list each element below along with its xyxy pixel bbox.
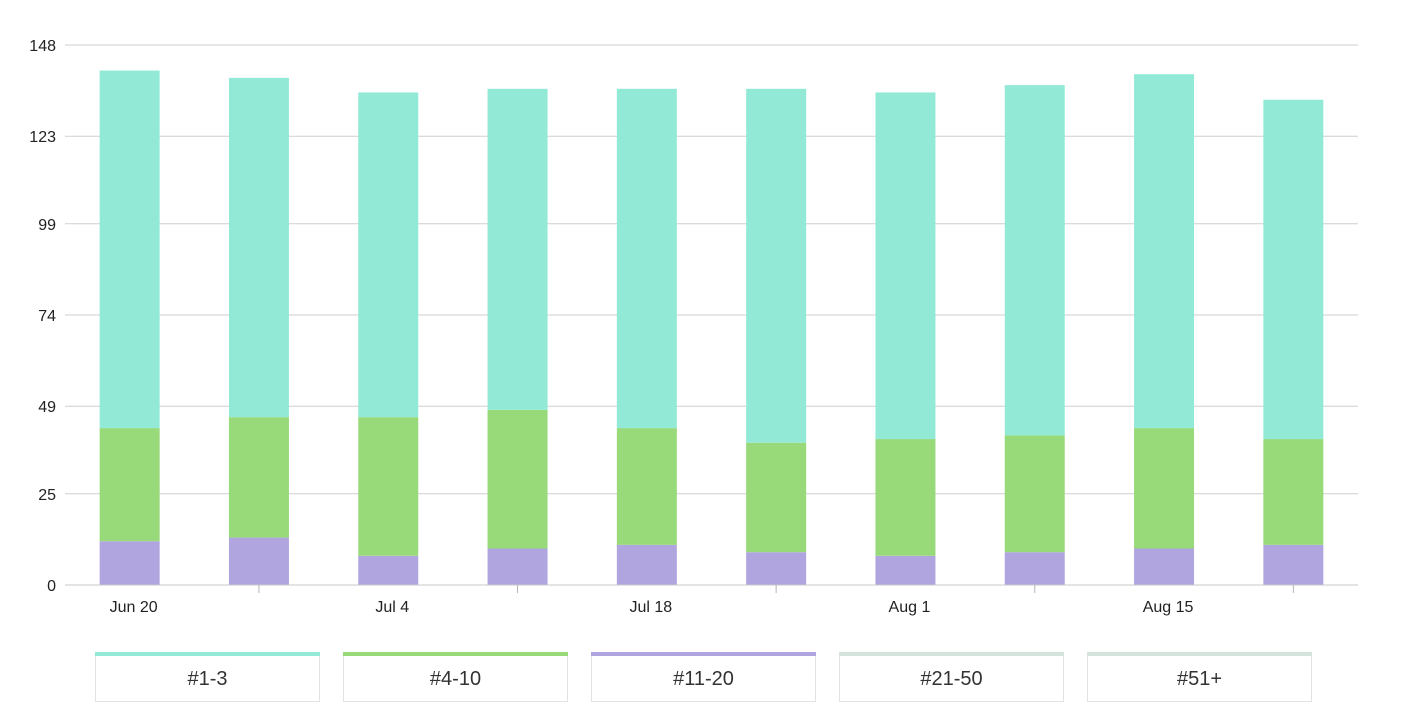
bar-segment[interactable] xyxy=(875,439,936,556)
bar-segment[interactable] xyxy=(1134,74,1195,429)
legend-item-1-3[interactable]: #1-3 xyxy=(95,652,320,702)
bar-segment[interactable] xyxy=(228,537,289,585)
legend-label: #1-3 xyxy=(187,667,228,690)
bar-segment[interactable] xyxy=(99,428,160,542)
bar-segment[interactable] xyxy=(358,92,419,418)
bar-segment[interactable] xyxy=(1134,548,1195,585)
y-axis-labels: 0 25 49 74 99 123 148 xyxy=(29,38,56,595)
bar-segment[interactable] xyxy=(1004,85,1065,436)
bar-segment[interactable] xyxy=(99,541,160,585)
bar-segment[interactable] xyxy=(746,442,807,553)
bar-segment[interactable] xyxy=(99,70,160,429)
legend-swatch xyxy=(95,652,320,656)
y-tick-label: 49 xyxy=(38,399,56,416)
bar-segment[interactable] xyxy=(1004,435,1065,553)
legend-swatch xyxy=(591,652,816,656)
bar-segment[interactable] xyxy=(487,548,548,585)
bar-segment[interactable] xyxy=(616,544,677,585)
legend-label: #11-20 xyxy=(673,667,734,690)
legend-item-11-20[interactable]: #11-20 xyxy=(591,652,816,702)
legend-item-4-10[interactable]: #4-10 xyxy=(343,652,568,702)
y-tick-label: 148 xyxy=(29,38,56,55)
bar-segment[interactable] xyxy=(228,417,289,538)
y-tick-label: 0 xyxy=(47,578,56,595)
bar-segment[interactable] xyxy=(1004,552,1065,585)
y-tick-label: 99 xyxy=(38,217,56,234)
bar-segment[interactable] xyxy=(487,88,548,410)
bar-segment[interactable] xyxy=(358,417,419,556)
x-tick-label: Jun 20 xyxy=(110,599,158,616)
bar-segment[interactable] xyxy=(1134,428,1195,549)
x-tick-label: Aug 1 xyxy=(889,599,931,616)
legend-item-51-plus[interactable]: #51+ xyxy=(1087,652,1312,702)
legend-swatch xyxy=(1087,652,1312,656)
bars xyxy=(99,70,1324,585)
legend-label: #4-10 xyxy=(429,667,482,690)
y-tick-label: 123 xyxy=(29,129,56,146)
legend-swatch xyxy=(839,652,1064,656)
bar-segment[interactable] xyxy=(875,92,936,440)
x-tick-label: Jul 4 xyxy=(375,599,409,616)
legend-label: #51+ xyxy=(1176,667,1223,690)
x-axis: Jun 20 Jul 4 Jul 18 Aug 1 Aug 15 xyxy=(65,584,1358,616)
bar-segment[interactable] xyxy=(616,88,677,429)
bar-segment[interactable] xyxy=(228,77,289,418)
bar-segment[interactable] xyxy=(875,555,936,585)
bar-segment[interactable] xyxy=(1263,99,1324,440)
x-tick-label: Jul 18 xyxy=(629,599,672,616)
bar-segment[interactable] xyxy=(1263,439,1324,545)
bar-segment[interactable] xyxy=(487,409,548,549)
legend: #1-3 #4-10 #11-20 #21-50 #51+ xyxy=(95,652,1312,702)
y-tick-label: 74 xyxy=(38,308,56,325)
x-tick-label: Aug 15 xyxy=(1143,599,1194,616)
stacked-bar-chart: 0 25 49 74 99 123 148 Jun 20 Jul 4 Jul 18 Aug 1 Au… xyxy=(29,38,1358,616)
legend-label: #21-50 xyxy=(920,667,983,690)
bar-segment[interactable] xyxy=(1263,544,1324,585)
bar-segment[interactable] xyxy=(616,428,677,545)
bar-segment[interactable] xyxy=(358,555,419,585)
y-tick-label: 25 xyxy=(38,487,56,504)
legend-item-21-50[interactable]: #21-50 xyxy=(839,652,1064,702)
legend-swatch xyxy=(343,652,568,656)
bar-segment[interactable] xyxy=(746,552,807,585)
bar-segment[interactable] xyxy=(746,88,807,443)
